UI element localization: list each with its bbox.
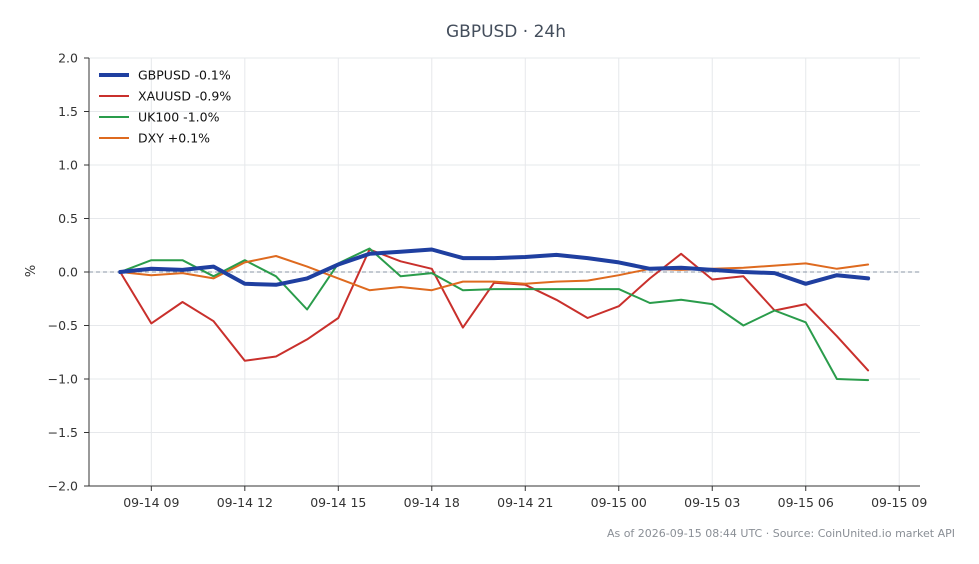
y-tick-label: −2.0 [48, 479, 78, 494]
legend-label: DXY +0.1% [138, 131, 210, 146]
y-tick-label: 2.0 [58, 51, 78, 66]
x-tick-label: 09-14 09 [123, 495, 179, 510]
y-axis-ticks: −2.0 −1.5 −1.0 −0.5 0.0 0.5 1.0 1.5 2.0 [48, 51, 89, 494]
x-tick-label: 09-14 18 [404, 495, 460, 510]
legend: GBPUSD -0.1% XAUUSD -0.9% UK100 -1.0% DXY +… [99, 68, 231, 146]
y-tick-label: −0.5 [48, 318, 78, 333]
legend-item: GBPUSD -0.1% [99, 68, 231, 83]
y-tick-label: 1.5 [58, 104, 78, 119]
legend-label: XAUUSD -0.9% [138, 89, 231, 104]
y-tick-label: 1.0 [58, 158, 78, 173]
x-tick-label: 09-15 09 [871, 495, 927, 510]
x-tick-label: 09-15 03 [684, 495, 740, 510]
x-tick-label: 09-14 15 [310, 495, 366, 510]
x-tick-label: 09-15 06 [778, 495, 834, 510]
series-line-xauusd [119, 248, 870, 372]
chart-title: GBPUSD · 24h [446, 22, 566, 42]
series-lines [118, 247, 871, 382]
x-tick-label: 09-14 21 [497, 495, 553, 510]
series-line-dxy [119, 255, 870, 292]
legend-item: XAUUSD -0.9% [99, 89, 231, 104]
legend-label: GBPUSD -0.1% [138, 68, 231, 83]
legend-item: UK100 -1.0% [99, 110, 220, 125]
x-axis-ticks: 09-14 09 09-14 12 09-14 15 09-14 18 09-14 21… [123, 486, 927, 510]
series-line-gbpusd [118, 247, 871, 287]
y-tick-label: −1.0 [48, 372, 78, 387]
y-axis-label: % [24, 265, 39, 277]
legend-item: DXY +0.1% [99, 131, 210, 146]
y-tick-label: 0.5 [58, 211, 78, 226]
x-tick-label: 09-14 12 [217, 495, 273, 510]
footer-source: As of 2026-09-15 08:44 UTC · Source: Coi… [607, 527, 955, 540]
series-line-uk100 [119, 247, 870, 382]
y-tick-label: 0.0 [58, 265, 78, 280]
x-tick-label: 09-15 00 [591, 495, 647, 510]
legend-label: UK100 -1.0% [138, 110, 220, 125]
y-tick-label: −1.5 [48, 425, 78, 440]
